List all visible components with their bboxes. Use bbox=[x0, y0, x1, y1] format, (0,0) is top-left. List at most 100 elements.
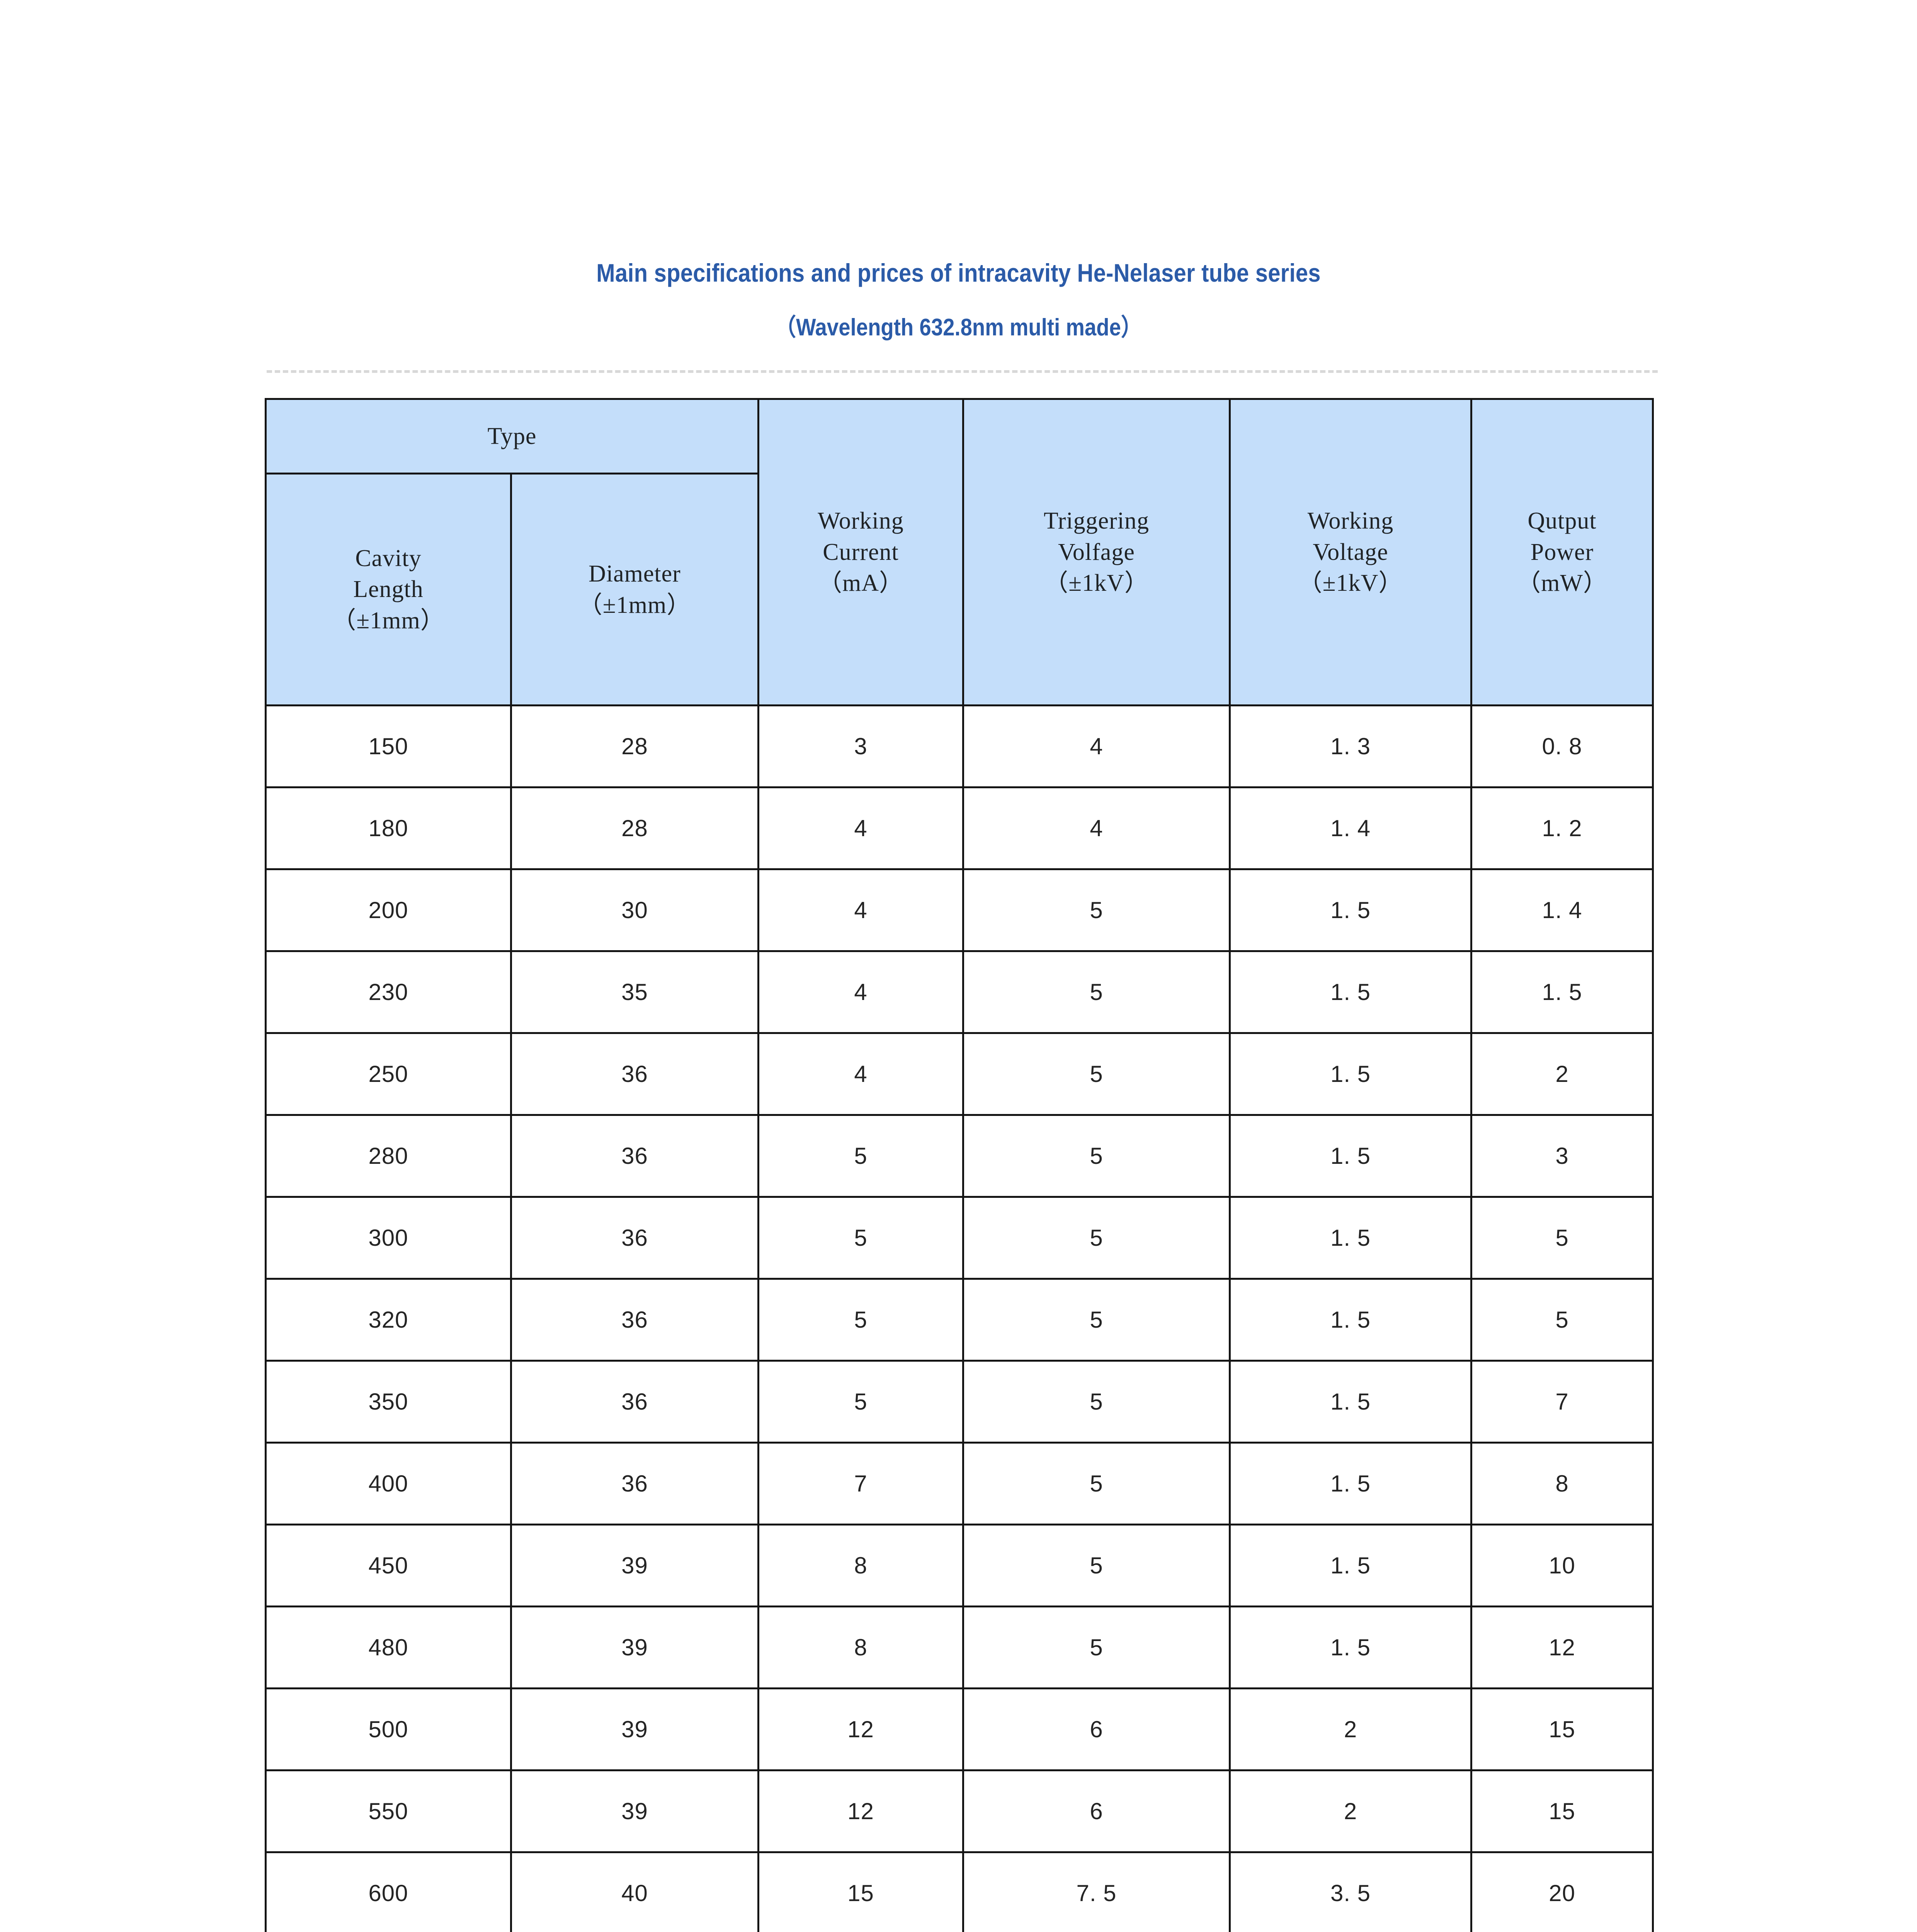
cell-diameter: 36 bbox=[510, 1278, 759, 1362]
cell-working-current-value: 3 bbox=[854, 733, 867, 759]
cell-triggering-voltage-value: 7. 5 bbox=[1076, 1880, 1117, 1906]
table-row: 350 36 5 5 1. 5 7 bbox=[265, 1360, 1654, 1444]
cell-diameter: 28 bbox=[510, 704, 759, 788]
table-row: 180 28 4 4 1. 4 1. 2 bbox=[265, 786, 1654, 870]
cell-working-voltage: 3. 5 bbox=[1229, 1851, 1472, 1932]
cell-diameter: 35 bbox=[510, 950, 759, 1034]
header-triggering-voltage-line2: Volfage bbox=[1058, 539, 1135, 565]
cell-output-power-value: 7 bbox=[1555, 1389, 1569, 1415]
table-row: 320 36 5 5 1. 5 5 bbox=[265, 1278, 1654, 1362]
cell-output-power: 20 bbox=[1470, 1851, 1654, 1932]
table-row: 450 39 8 5 1. 5 10 bbox=[265, 1524, 1654, 1607]
header-working-voltage-line2: Voltage bbox=[1313, 539, 1388, 565]
cell-cavity-length-value: 250 bbox=[368, 1061, 408, 1087]
cell-output-power: 1. 4 bbox=[1470, 868, 1654, 952]
cell-triggering-voltage: 6 bbox=[962, 1769, 1231, 1853]
cell-output-power: 5 bbox=[1470, 1278, 1654, 1362]
cell-working-voltage-value: 3. 5 bbox=[1330, 1880, 1371, 1906]
cell-triggering-voltage: 5 bbox=[962, 1360, 1231, 1444]
header-working-current-line1: Working bbox=[818, 508, 904, 534]
cell-working-voltage-value: 1. 5 bbox=[1330, 1061, 1371, 1087]
cell-triggering-voltage: 5 bbox=[962, 1442, 1231, 1526]
cell-triggering-voltage-value: 5 bbox=[1090, 1389, 1103, 1415]
cell-working-voltage: 1. 5 bbox=[1229, 1360, 1472, 1444]
cell-working-voltage-value: 1. 5 bbox=[1330, 1471, 1371, 1497]
cell-triggering-voltage-value: 5 bbox=[1090, 1225, 1103, 1251]
header-triggering-voltage-line3: （±1kV） bbox=[1044, 570, 1149, 597]
table-row: 500 39 12 6 2 15 bbox=[265, 1687, 1654, 1771]
cell-cavity-length-value: 230 bbox=[368, 979, 408, 1005]
cell-working-voltage: 2 bbox=[1229, 1687, 1472, 1771]
cell-working-current: 8 bbox=[757, 1524, 964, 1607]
cell-diameter-value: 36 bbox=[621, 1061, 648, 1087]
dashed-divider bbox=[267, 370, 1658, 373]
cell-cavity-length: 550 bbox=[265, 1769, 512, 1853]
cell-cavity-length: 350 bbox=[265, 1360, 512, 1444]
cell-working-voltage-value: 1. 5 bbox=[1330, 1634, 1371, 1660]
cell-working-current-value: 8 bbox=[854, 1553, 867, 1578]
cell-triggering-voltage-value: 6 bbox=[1090, 1798, 1103, 1824]
cell-working-voltage-value: 1. 5 bbox=[1330, 897, 1371, 923]
cell-output-power-value: 12 bbox=[1549, 1634, 1575, 1660]
cell-working-current: 4 bbox=[757, 786, 964, 870]
table-body: 150 28 3 4 1. 3 0. 8 180 28 4 4 1. 4 1. 2 200 30 4 5 1. … bbox=[265, 704, 1654, 1932]
cell-output-power: 3 bbox=[1470, 1114, 1654, 1198]
cell-diameter-value: 36 bbox=[621, 1471, 648, 1497]
cell-triggering-voltage-value: 5 bbox=[1090, 1307, 1103, 1333]
cell-cavity-length-value: 600 bbox=[368, 1880, 408, 1906]
cell-working-voltage: 1. 5 bbox=[1229, 1032, 1472, 1116]
cell-diameter: 39 bbox=[510, 1524, 759, 1607]
cell-triggering-voltage: 4 bbox=[962, 704, 1231, 788]
cell-working-voltage-value: 2 bbox=[1344, 1798, 1357, 1824]
page-subtitle: （Wavelength 632.8nm multi made） bbox=[775, 314, 1142, 341]
cell-diameter: 36 bbox=[510, 1114, 759, 1198]
cell-working-voltage: 1. 5 bbox=[1229, 868, 1472, 952]
cell-triggering-voltage: 6 bbox=[962, 1687, 1231, 1771]
cell-diameter: 39 bbox=[510, 1605, 759, 1689]
cell-output-power: 1. 5 bbox=[1470, 950, 1654, 1034]
cell-diameter-value: 40 bbox=[621, 1880, 648, 1906]
cell-triggering-voltage: 4 bbox=[962, 786, 1231, 870]
cell-output-power: 15 bbox=[1470, 1769, 1654, 1853]
cell-working-current: 8 bbox=[757, 1605, 964, 1689]
table-row: 200 30 4 5 1. 5 1. 4 bbox=[265, 868, 1654, 952]
cell-working-current-value: 4 bbox=[854, 1061, 867, 1087]
cell-working-voltage: 1. 5 bbox=[1229, 1114, 1472, 1198]
cell-working-current: 5 bbox=[757, 1360, 964, 1444]
header-cavity-length-line2: Length bbox=[353, 576, 424, 603]
header-triggering-voltage: Triggering Volfage （±1kV） bbox=[962, 398, 1231, 706]
header-working-current: Working Current （mA） bbox=[757, 398, 964, 706]
header-row-group: Type Working Current （mA） Triggering Vol… bbox=[265, 398, 1654, 706]
cell-output-power: 1. 2 bbox=[1470, 786, 1654, 870]
header-working-current-line3: （mA） bbox=[818, 570, 903, 597]
cell-cavity-length: 450 bbox=[265, 1524, 512, 1607]
header-output-power: Qutput Power （mW） bbox=[1470, 398, 1654, 706]
cell-triggering-voltage: 5 bbox=[962, 1196, 1231, 1280]
cell-cavity-length-value: 180 bbox=[368, 815, 408, 841]
cell-working-current: 3 bbox=[757, 704, 964, 788]
cell-output-power: 12 bbox=[1470, 1605, 1654, 1689]
cell-cavity-length: 300 bbox=[265, 1196, 512, 1280]
cell-working-current-value: 5 bbox=[854, 1143, 867, 1169]
cell-working-current: 12 bbox=[757, 1687, 964, 1771]
cell-output-power-value: 5 bbox=[1555, 1307, 1569, 1333]
cell-triggering-voltage-value: 5 bbox=[1090, 897, 1103, 923]
table-row: 480 39 8 5 1. 5 12 bbox=[265, 1605, 1654, 1689]
cell-working-current: 7 bbox=[757, 1442, 964, 1526]
header-triggering-voltage-line1: Triggering bbox=[1044, 508, 1149, 534]
cell-working-voltage: 1. 4 bbox=[1229, 786, 1472, 870]
cell-triggering-voltage: 5 bbox=[962, 1605, 1231, 1689]
cell-output-power: 2 bbox=[1470, 1032, 1654, 1116]
cell-cavity-length: 230 bbox=[265, 950, 512, 1034]
cell-working-current-value: 4 bbox=[854, 897, 867, 923]
cell-output-power-value: 20 bbox=[1549, 1880, 1575, 1906]
cell-working-voltage-value: 1. 5 bbox=[1330, 1553, 1371, 1578]
cell-working-current-value: 12 bbox=[847, 1798, 874, 1824]
cell-diameter-value: 39 bbox=[621, 1798, 648, 1824]
cell-cavity-length: 320 bbox=[265, 1278, 512, 1362]
header-cavity-length: Cavity Length （±1mm） bbox=[265, 473, 512, 706]
cell-working-current: 4 bbox=[757, 868, 964, 952]
cell-diameter-value: 39 bbox=[621, 1716, 648, 1742]
cell-working-current-value: 4 bbox=[854, 979, 867, 1005]
